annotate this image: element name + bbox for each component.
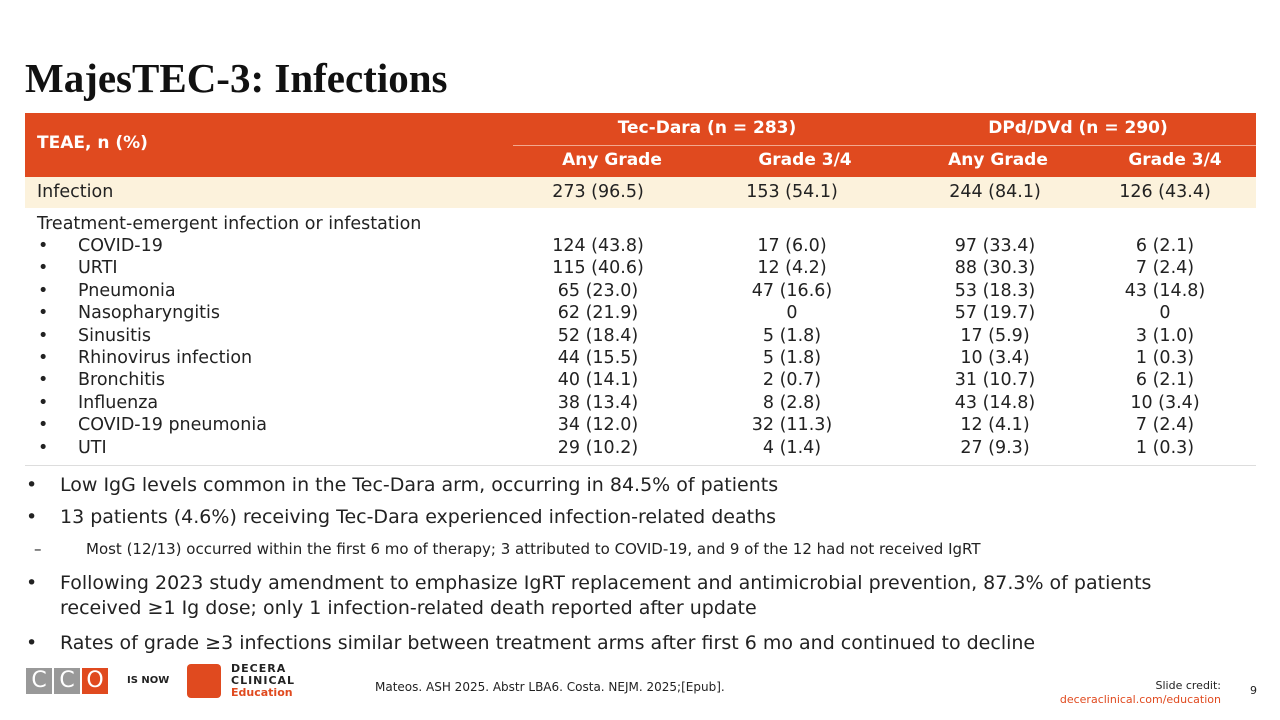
cco-logo: C C O bbox=[26, 668, 108, 694]
cell: 97 (33.4) bbox=[954, 236, 1036, 256]
logo-letter: O bbox=[82, 668, 108, 694]
row-label: COVID-19 pneumonia bbox=[38, 414, 267, 436]
row-label: COVID-19 bbox=[38, 235, 163, 257]
cell: 0 bbox=[786, 303, 798, 324]
credit-link[interactable]: deceraclinical.com/education bbox=[1059, 693, 1221, 706]
cell: 126 (43.4) bbox=[1119, 182, 1211, 202]
cell: 0 bbox=[1159, 303, 1171, 324]
cell: 32 (11.3) bbox=[751, 415, 833, 436]
cell: 53 (18.3) bbox=[954, 280, 1036, 301]
page-number: 9 bbox=[1250, 684, 1257, 697]
sub-bullet: Most (12/13) occurred within the first 6… bbox=[34, 540, 980, 558]
cell: 8 (2.8) bbox=[762, 392, 822, 413]
logo-letter: C bbox=[54, 668, 80, 694]
header-label: TEAE, n (%) bbox=[37, 133, 148, 153]
column-header: Any Grade bbox=[562, 150, 662, 170]
cell: 3 (1.0) bbox=[1135, 325, 1195, 346]
cell: 40 (14.1) bbox=[557, 370, 639, 391]
logo-word: Education bbox=[231, 686, 293, 699]
row-label: URTI bbox=[38, 257, 117, 279]
logo-word: CLINICAL bbox=[231, 674, 296, 687]
cell: 2 (0.7) bbox=[762, 370, 822, 391]
table-bottom-line bbox=[25, 465, 1256, 466]
credit-label: Slide credit: bbox=[1155, 679, 1222, 692]
summary-row-bg bbox=[25, 177, 1256, 208]
row-label: Rhinovirus infection bbox=[38, 347, 252, 369]
cell: 124 (43.8) bbox=[552, 236, 644, 256]
cell: 29 (10.2) bbox=[557, 437, 639, 458]
logo-letter: C bbox=[26, 668, 52, 694]
column-header: Any Grade bbox=[948, 150, 1048, 170]
bullet: Low IgG levels common in the Tec-Dara ar… bbox=[26, 473, 1200, 498]
column-header: Grade 3/4 bbox=[758, 150, 852, 170]
cell: 7 (2.4) bbox=[1135, 415, 1195, 436]
cell: 88 (30.3) bbox=[954, 258, 1036, 279]
header-divider bbox=[513, 145, 1256, 146]
bullet: Following 2023 study amendment to emphas… bbox=[26, 571, 1200, 621]
cell: 17 (5.9) bbox=[960, 325, 1030, 346]
cell: 65 (23.0) bbox=[557, 280, 639, 301]
cell: 17 (6.0) bbox=[757, 236, 827, 256]
cell: 12 (4.2) bbox=[757, 258, 827, 279]
cell: 38 (13.4) bbox=[557, 392, 639, 413]
slide-credit: Slide credit: deceraclinical.com/educati… bbox=[1060, 679, 1221, 707]
cell: 43 (14.8) bbox=[1124, 280, 1206, 301]
bullet: Rates of grade ≥3 infections similar bet… bbox=[26, 631, 1200, 656]
cell: 153 (54.1) bbox=[746, 182, 838, 202]
row-label: Nasopharyngitis bbox=[38, 302, 220, 324]
cell: 1 (0.3) bbox=[1135, 348, 1195, 368]
section-label: Treatment-emergent infection or infestat… bbox=[37, 214, 422, 234]
decera-icon bbox=[187, 664, 221, 698]
row-label: UTI bbox=[38, 437, 106, 459]
cell: 52 (18.4) bbox=[557, 325, 639, 346]
row-label: Influenza bbox=[38, 392, 158, 414]
cell: 1 (0.3) bbox=[1135, 437, 1195, 458]
row-label: Infection bbox=[37, 182, 114, 202]
cell: 44 (15.5) bbox=[557, 348, 639, 368]
cell: 62 (21.9) bbox=[557, 303, 639, 324]
cell: 31 (10.7) bbox=[954, 370, 1036, 391]
slide-title: MajesTEC-3: Infections bbox=[25, 55, 448, 101]
cell: 273 (96.5) bbox=[552, 182, 644, 202]
cell: 7 (2.4) bbox=[1135, 258, 1195, 279]
cell: 244 (84.1) bbox=[949, 182, 1041, 202]
cell: 5 (1.8) bbox=[762, 325, 822, 346]
bullet: 13 patients (4.6%) receiving Tec-Dara ex… bbox=[26, 505, 1200, 530]
cell: 47 (16.6) bbox=[751, 280, 833, 301]
cell: 5 (1.8) bbox=[762, 348, 822, 368]
cell: 115 (40.6) bbox=[552, 258, 644, 279]
cell: 34 (12.0) bbox=[557, 415, 639, 436]
is-now: IS NOW bbox=[127, 675, 170, 686]
cell: 6 (2.1) bbox=[1135, 370, 1195, 391]
logo-word: DECERA bbox=[231, 662, 287, 675]
cell: 10 (3.4) bbox=[960, 348, 1030, 368]
cell: 43 (14.8) bbox=[954, 392, 1036, 413]
row-label: Pneumonia bbox=[38, 280, 175, 302]
cell: 6 (2.1) bbox=[1135, 236, 1195, 256]
cell: 10 (3.4) bbox=[1130, 392, 1200, 413]
citation: Mateos. ASH 2025. Abstr LBA6. Costa. NEJ… bbox=[375, 680, 725, 694]
decera-logo: DECERA CLINICAL Education bbox=[231, 663, 295, 699]
cell: 4 (1.4) bbox=[762, 437, 822, 458]
cell: 57 (19.7) bbox=[954, 303, 1036, 324]
column-header: Grade 3/4 bbox=[1128, 150, 1222, 170]
group-header: DPd/DVd (n = 290) bbox=[988, 118, 1168, 138]
row-label: Bronchitis bbox=[38, 369, 165, 391]
group-header: Tec-Dara (n = 283) bbox=[617, 118, 797, 138]
row-label: Sinusitis bbox=[38, 325, 151, 347]
cell: 27 (9.3) bbox=[960, 437, 1030, 458]
cell: 12 (4.1) bbox=[960, 415, 1030, 436]
